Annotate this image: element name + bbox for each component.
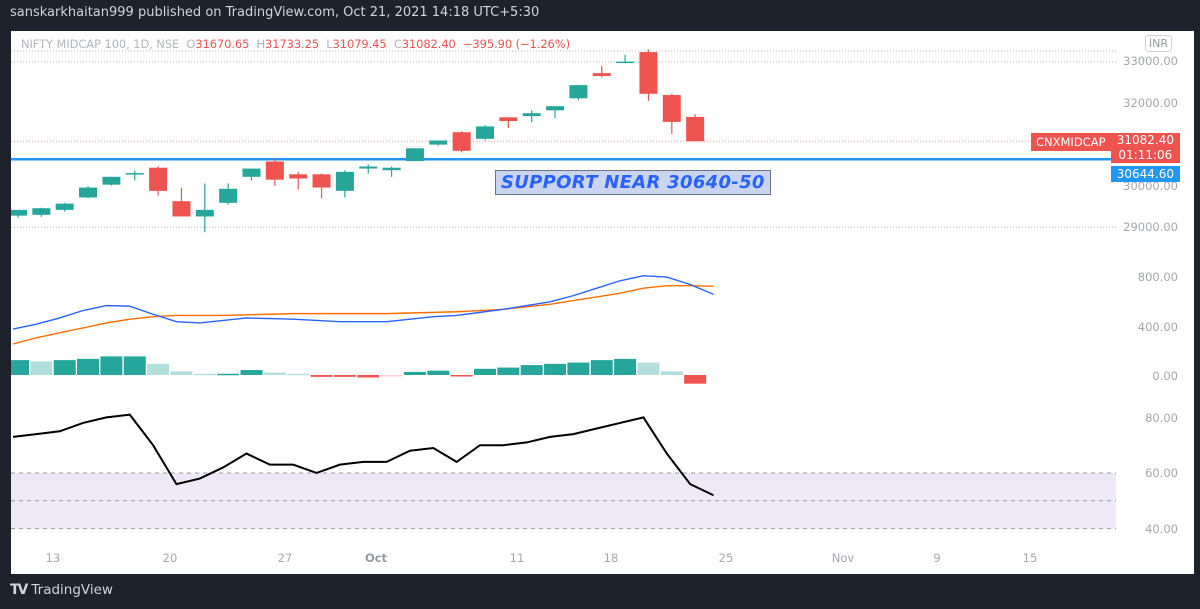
price-tick-32000: 32000.00 bbox=[1123, 96, 1178, 110]
time-label: 9 bbox=[933, 551, 941, 565]
time-label: 25 bbox=[718, 551, 734, 565]
support-price-tag: 30644.60 bbox=[1110, 166, 1180, 182]
time-label: 15 bbox=[1022, 551, 1038, 565]
footer: TV TradingView bbox=[10, 582, 113, 598]
support-annotation[interactable]: SUPPORT NEAR 30640-50 bbox=[495, 170, 771, 195]
symbol-tag: CNXMIDCAP bbox=[1031, 133, 1111, 151]
ohlc-legend: NIFTY MIDCAP 100, 1D, NSE O31670.65 H317… bbox=[21, 37, 570, 51]
price-tick-33000: 33000.00 bbox=[1123, 54, 1178, 68]
time-label: 11 bbox=[509, 551, 525, 565]
time-label: 13 bbox=[45, 551, 61, 565]
chart-canvas[interactable] bbox=[11, 31, 1194, 574]
last-price: 31082.40 bbox=[1116, 133, 1174, 147]
time-label: Oct bbox=[364, 551, 388, 565]
macd-tick-400: 400.00 bbox=[1137, 320, 1178, 334]
currency-button[interactable]: INR bbox=[1144, 35, 1172, 52]
time-label: 20 bbox=[162, 551, 178, 565]
bar-countdown: 01:11:06 bbox=[1118, 148, 1173, 162]
published-line: sanskarkhaitan999 published on TradingVi… bbox=[10, 5, 540, 20]
macd-tick-0: 0.00 bbox=[1152, 369, 1178, 383]
rsi-tick-60: 60.00 bbox=[1145, 466, 1178, 480]
price-tick-29000: 29000.00 bbox=[1123, 220, 1178, 234]
time-label: Nov bbox=[831, 551, 855, 565]
tradingview-logo-icon: TV bbox=[10, 582, 28, 598]
time-label: 18 bbox=[603, 551, 619, 565]
last-price-tag: 31082.40 01:11:06 bbox=[1110, 133, 1180, 163]
rsi-tick-80: 80.00 bbox=[1145, 411, 1178, 425]
rsi-tick-40: 40.00 bbox=[1145, 522, 1178, 536]
macd-tick-800: 800.00 bbox=[1137, 270, 1178, 284]
brand-name: TradingView bbox=[31, 582, 113, 598]
change-value: −395.90 (−1.26%) bbox=[462, 37, 570, 51]
price-tick-30000: 30000.00 bbox=[1123, 179, 1178, 193]
high-value: 31733.25 bbox=[265, 37, 320, 51]
chart-area[interactable]: NIFTY MIDCAP 100, 1D, NSE O31670.65 H317… bbox=[11, 31, 1194, 574]
low-value: 31079.45 bbox=[332, 37, 387, 51]
symbol-label: NIFTY MIDCAP 100, 1D, NSE bbox=[21, 37, 180, 51]
time-label: 27 bbox=[277, 551, 293, 565]
open-value: 31670.65 bbox=[195, 37, 250, 51]
close-value: 31082.40 bbox=[401, 37, 456, 51]
